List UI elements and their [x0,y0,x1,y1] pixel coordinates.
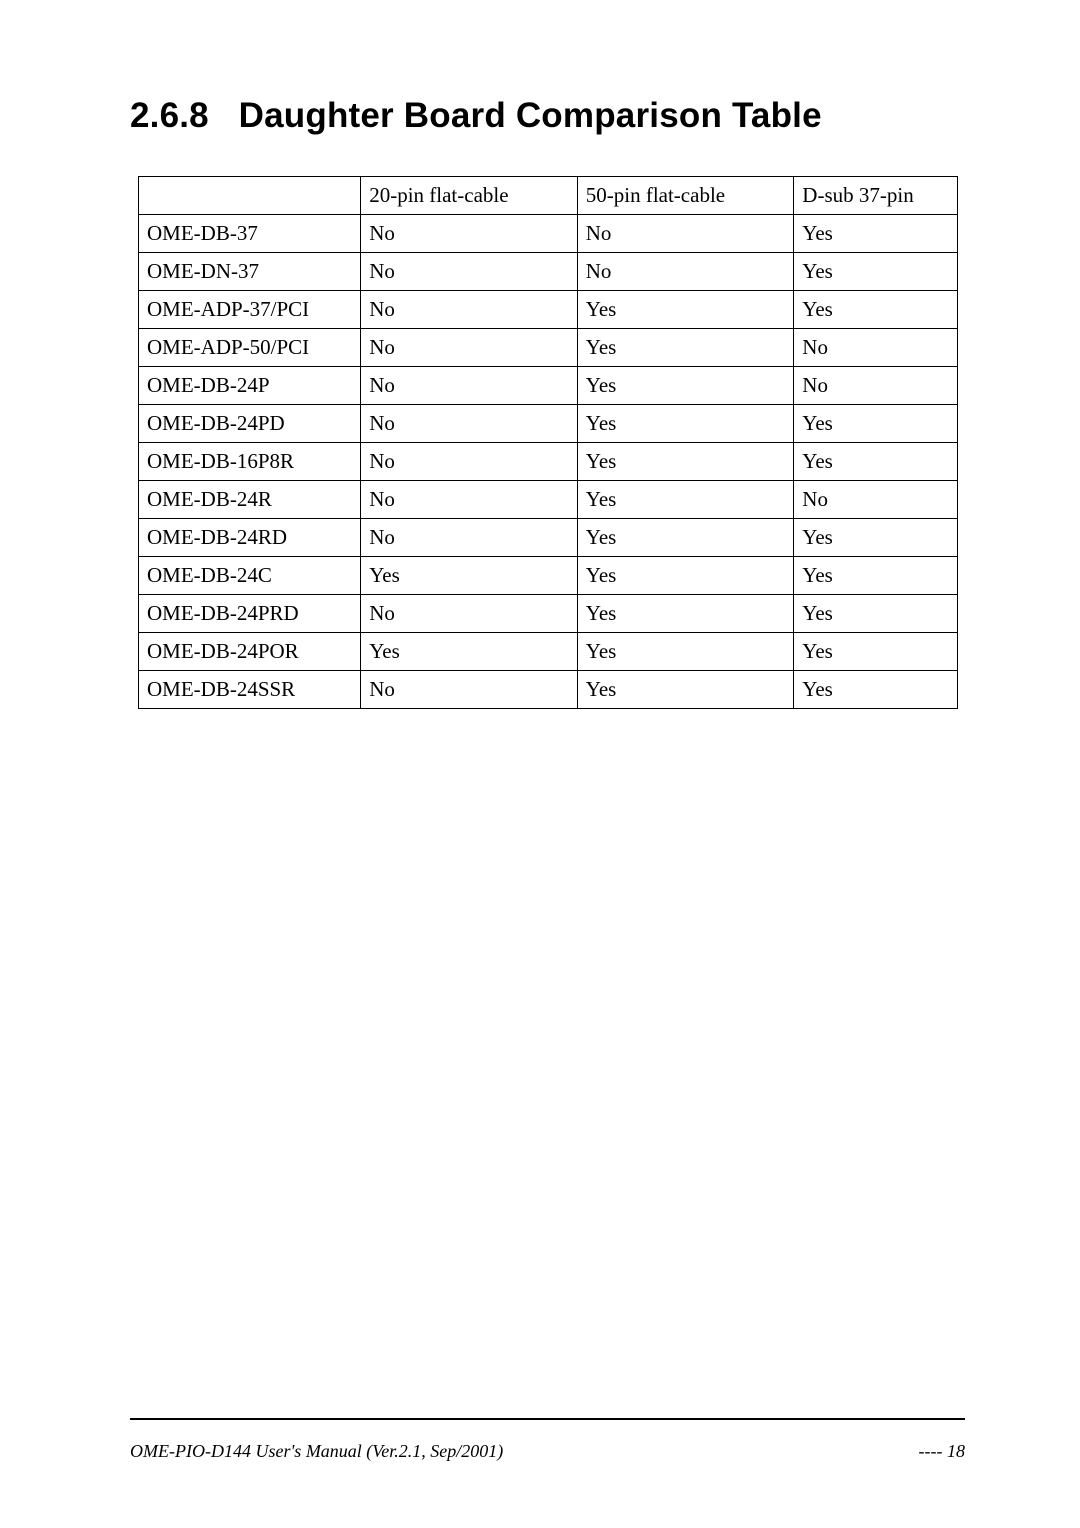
table-cell: OME-DB-24RD [139,519,361,557]
table-cell: OME-DB-24POR [139,633,361,671]
table-cell: OME-DB-24P [139,367,361,405]
table-cell: OME-ADP-37/PCI [139,291,361,329]
table-row: OME-DB-16P8R No Yes Yes [139,443,958,481]
table-cell: Yes [361,557,578,595]
section-heading: 2.6.8 Daughter Board Comparison Table [130,96,970,136]
table-cell: No [361,253,578,291]
table-cell: Yes [794,557,958,595]
table-row: OME-DB-24P No Yes No [139,367,958,405]
footer-left: OME-PIO-D144 User's Manual (Ver.2.1, Sep… [130,1441,503,1462]
table-cell: No [577,253,794,291]
table-cell: OME-ADP-50/PCI [139,329,361,367]
table-cell: Yes [577,405,794,443]
table-cell: OME-DN-37 [139,253,361,291]
table-cell: No [361,481,578,519]
table-cell: Yes [794,519,958,557]
page-footer: OME-PIO-D144 User's Manual (Ver.2.1, Sep… [130,1441,965,1462]
footer-rule [130,1418,965,1420]
table-cell: Yes [577,633,794,671]
table-row: OME-DB-24SSR No Yes Yes [139,671,958,709]
table-cell: Yes [794,633,958,671]
table-cell: OME-DB-24PRD [139,595,361,633]
table-cell: OME-DB-24C [139,557,361,595]
table-row: OME-ADP-50/PCI No Yes No [139,329,958,367]
table-cell: Yes [577,481,794,519]
table-cell: Yes [794,595,958,633]
table-row: OME-DB-24C Yes Yes Yes [139,557,958,595]
table-cell: No [361,595,578,633]
table-cell: No [361,443,578,481]
table-cell: OME-DB-24PD [139,405,361,443]
table-cell: Yes [577,329,794,367]
table-cell: OME-DB-24SSR [139,671,361,709]
heading-title: Daughter Board Comparison Table [239,96,822,135]
table-cell: No [794,367,958,405]
table-cell: Yes [577,291,794,329]
table-cell: Yes [794,215,958,253]
table-cell: Yes [794,253,958,291]
table-cell: No [361,291,578,329]
table-cell: No [577,215,794,253]
comparison-table: 20-pin flat-cable 50-pin flat-cable D-su… [138,176,958,709]
table-header-cell: D-sub 37-pin [794,177,958,215]
table-row: OME-DN-37 No No Yes [139,253,958,291]
table-cell: No [361,671,578,709]
table-cell: OME-DB-24R [139,481,361,519]
table-cell: No [794,329,958,367]
table-cell: No [361,367,578,405]
page: 2.6.8 Daughter Board Comparison Table 20… [0,0,1080,1528]
table-cell: Yes [794,405,958,443]
table-row: OME-DB-24PD No Yes Yes [139,405,958,443]
table-cell: Yes [794,671,958,709]
heading-number: 2.6.8 [130,96,209,135]
table-row: OME-DB-37 No No Yes [139,215,958,253]
table-header-cell: 50-pin flat-cable [577,177,794,215]
table-cell: OME-DB-16P8R [139,443,361,481]
footer-right: ---- 18 [919,1441,965,1462]
table-cell: Yes [577,557,794,595]
table-cell: No [794,481,958,519]
table-cell: Yes [577,367,794,405]
table-cell: Yes [361,633,578,671]
table-row: OME-DB-24POR Yes Yes Yes [139,633,958,671]
table-cell: Yes [794,291,958,329]
table-cell: Yes [794,443,958,481]
table-header-cell [139,177,361,215]
table-cell: No [361,329,578,367]
table-row: OME-DB-24R No Yes No [139,481,958,519]
table-cell: No [361,215,578,253]
table-cell: Yes [577,519,794,557]
table-cell: OME-DB-37 [139,215,361,253]
table-cell: No [361,519,578,557]
table-cell: Yes [577,595,794,633]
table-cell: Yes [577,443,794,481]
table-cell: Yes [577,671,794,709]
table-row: OME-ADP-37/PCI No Yes Yes [139,291,958,329]
table-row: OME-DB-24PRD No Yes Yes [139,595,958,633]
table-header-cell: 20-pin flat-cable [361,177,578,215]
table-row: OME-DB-24RD No Yes Yes [139,519,958,557]
table-header-row: 20-pin flat-cable 50-pin flat-cable D-su… [139,177,958,215]
table-cell: No [361,405,578,443]
